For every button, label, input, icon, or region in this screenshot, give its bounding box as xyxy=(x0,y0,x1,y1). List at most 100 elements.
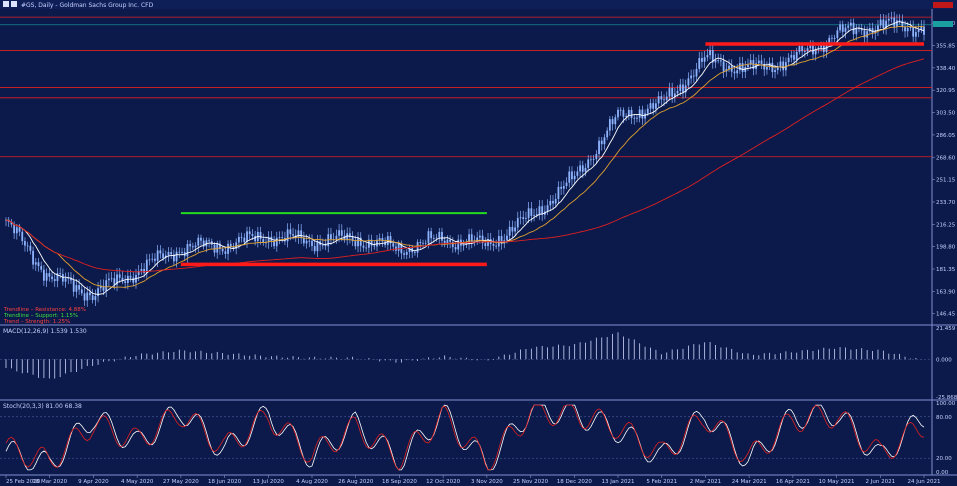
price-bar-body xyxy=(338,230,340,236)
price-bar-body xyxy=(254,235,257,242)
price-bar-body xyxy=(349,233,351,237)
price-bar-body xyxy=(151,258,154,260)
price-bar-body xyxy=(906,28,909,32)
price-tick-label: 303.50 xyxy=(936,111,956,117)
stoch-axis[interactable]: 100.00 80.00 20.00 0.00 xyxy=(936,401,956,476)
price-bar-body xyxy=(362,245,365,248)
price-bar-body xyxy=(736,70,739,74)
price-bar-body xyxy=(803,51,806,52)
main-price-axis[interactable]: 146.45 163.90 181.35 198.80 216.25 233.70 251.… xyxy=(932,21,956,318)
price-bar-body xyxy=(506,235,508,241)
price-bar-body xyxy=(500,236,503,244)
price-bar-body xyxy=(617,109,619,118)
indicator-legend: Trendline – Resistance: 4.88% Trendline … xyxy=(3,307,86,325)
price-bar-body xyxy=(538,206,541,215)
price-bar-body xyxy=(359,237,362,246)
price-bar-body xyxy=(232,246,235,249)
price-bar-body xyxy=(852,22,855,35)
horizontal-levels xyxy=(0,16,932,158)
price-tick-label: 268.60 xyxy=(936,155,956,161)
price-bar-body xyxy=(240,236,243,238)
price-tick-label: 286.05 xyxy=(936,133,956,139)
price-bar-body xyxy=(435,237,438,239)
price-bar-body xyxy=(595,154,598,160)
price-bar-body xyxy=(514,227,516,232)
price-bar-body xyxy=(812,43,814,55)
price-bar-body xyxy=(860,28,863,31)
price-bar-body xyxy=(806,48,809,52)
price-bar-body xyxy=(118,274,121,278)
price-bar-body xyxy=(619,109,622,111)
price-bar-body xyxy=(890,17,893,19)
price-bar-body xyxy=(790,55,793,58)
price-tick-label: 181.35 xyxy=(936,267,956,273)
price-bar-body xyxy=(208,240,210,242)
price-tick-label: 355.85 xyxy=(936,43,956,49)
time-tick-label: 2 Mar 2021 xyxy=(690,479,721,485)
price-bar-body xyxy=(858,28,860,30)
price-bar-body xyxy=(868,27,871,32)
price-bar-body xyxy=(541,206,544,215)
price-bar-body xyxy=(70,277,72,281)
price-bar-body xyxy=(728,65,730,70)
ma-mid-line xyxy=(5,25,925,288)
stoch-tick-label: 100.00 xyxy=(936,401,956,407)
legend-strength: Trend – Strength: 1.25% xyxy=(3,319,70,325)
price-bar-body xyxy=(191,246,194,248)
price-bar-body xyxy=(760,60,763,64)
price-bar-body xyxy=(749,60,752,65)
price-bar-body xyxy=(584,167,587,172)
price-bar-body xyxy=(487,239,489,246)
price-bar-body xyxy=(644,113,646,119)
macd-tick-label: -25.868 xyxy=(936,395,957,401)
price-bar-body xyxy=(248,231,251,235)
price-bar-body xyxy=(706,55,709,58)
price-bar-body xyxy=(638,109,641,118)
price-bar-body xyxy=(53,279,56,282)
macd-axis[interactable]: 21.459 0.000 -25.868 xyxy=(936,326,957,401)
price-tick-label: 146.45 xyxy=(936,312,956,318)
price-bar-body xyxy=(321,244,324,246)
trend-lines[interactable] xyxy=(180,42,924,267)
price-bar-body xyxy=(137,270,140,275)
time-tick-label: 26 Aug 2020 xyxy=(338,479,374,485)
macd-label: MACD(12,26,9) 1.539 1.530 xyxy=(3,328,87,335)
price-bar-body xyxy=(89,292,91,296)
time-tick-label: 16 Apr 2021 xyxy=(776,479,810,485)
price-bar-body xyxy=(381,238,384,242)
price-bar-body xyxy=(701,58,703,62)
price-bar-body xyxy=(292,234,294,236)
price-bar-body xyxy=(665,96,668,100)
price-bar-body xyxy=(877,25,879,31)
price-bar-body xyxy=(305,240,308,244)
price-bar-body xyxy=(522,217,525,219)
price-bar-body xyxy=(741,63,744,73)
price-bar-body xyxy=(549,200,552,206)
price-bar-body xyxy=(844,27,847,32)
price-bar-body xyxy=(308,240,311,242)
price-bar-body xyxy=(289,229,292,235)
price-bar-body xyxy=(29,245,32,251)
time-tick-label: 10 May 2021 xyxy=(819,479,855,485)
price-bar-body xyxy=(671,88,674,97)
price-bar-body xyxy=(113,278,116,285)
price-bar-body xyxy=(378,238,381,240)
price-bar-body xyxy=(592,159,595,160)
price-bar-body xyxy=(546,205,549,212)
price-bar-body xyxy=(181,251,183,253)
price-bar-body xyxy=(663,99,665,101)
price-bar-body xyxy=(771,62,774,73)
price-bar-body xyxy=(446,239,449,244)
app-icon xyxy=(3,1,9,7)
legend-support: Trendline – Support: 1.15% xyxy=(3,313,78,319)
time-tick-label: 13 Jan 2021 xyxy=(602,479,635,485)
price-bar-body xyxy=(178,251,181,253)
price-bar-body xyxy=(21,231,24,242)
price-bar-body xyxy=(641,109,644,119)
price-bar-body xyxy=(560,186,563,189)
price-bar-body xyxy=(473,241,476,242)
price-bar-body xyxy=(34,262,37,265)
price-bar-body xyxy=(793,55,795,60)
